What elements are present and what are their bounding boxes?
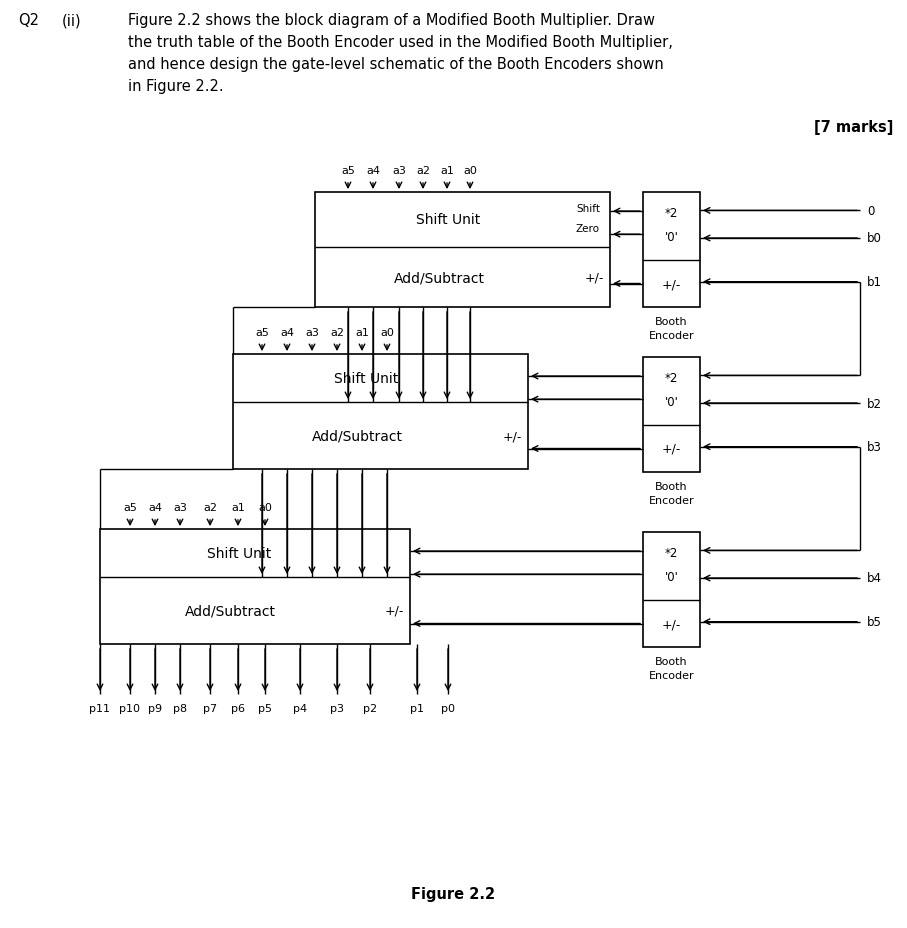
- Text: a4: a4: [366, 166, 380, 175]
- Text: a1: a1: [355, 328, 369, 338]
- Text: a2: a2: [203, 502, 217, 512]
- Text: p2: p2: [363, 703, 377, 714]
- Text: Booth: Booth: [655, 482, 688, 492]
- Text: Zero: Zero: [576, 224, 600, 234]
- Bar: [100, 530, 410, 644]
- Text: (ii): (ii): [62, 13, 82, 28]
- Text: +/-: +/-: [662, 617, 681, 630]
- Bar: [643, 193, 700, 308]
- Text: p3: p3: [330, 703, 344, 714]
- Text: a5: a5: [255, 328, 269, 338]
- Text: p6: p6: [231, 703, 245, 714]
- Text: '0': '0': [665, 395, 678, 408]
- Bar: [643, 533, 700, 648]
- Text: Shift Unit: Shift Unit: [334, 371, 398, 386]
- Text: a0: a0: [380, 328, 394, 338]
- Text: b0: b0: [867, 232, 882, 245]
- Text: *2: *2: [665, 207, 678, 220]
- Text: a3: a3: [173, 502, 187, 512]
- Text: [7 marks]: [7 marks]: [814, 120, 893, 135]
- Text: a2: a2: [330, 328, 344, 338]
- Bar: [315, 193, 610, 308]
- Text: a0: a0: [463, 166, 477, 175]
- Text: a4: a4: [148, 502, 162, 512]
- Text: Encoder: Encoder: [649, 330, 695, 341]
- Text: a2: a2: [416, 166, 430, 175]
- Text: p1: p1: [410, 703, 424, 714]
- Text: p8: p8: [173, 703, 187, 714]
- Text: p4: p4: [293, 703, 307, 714]
- Text: Encoder: Encoder: [649, 670, 695, 680]
- Text: a5: a5: [341, 166, 355, 175]
- Bar: [643, 357, 700, 472]
- Text: +/-: +/-: [584, 271, 604, 284]
- Text: and hence design the gate-level schematic of the Booth Encoders shown: and hence design the gate-level schemati…: [128, 57, 664, 72]
- Text: 0: 0: [867, 205, 874, 218]
- Text: b5: b5: [867, 615, 882, 628]
- Text: Booth: Booth: [655, 656, 688, 666]
- Text: Figure 2.2 shows the block diagram of a Modified Booth Multiplier. Draw: Figure 2.2 shows the block diagram of a …: [128, 13, 655, 28]
- Text: Q2: Q2: [18, 13, 39, 28]
- Text: Add/Subtract: Add/Subtract: [185, 604, 276, 618]
- Text: p7: p7: [203, 703, 217, 714]
- Text: *2: *2: [665, 371, 678, 384]
- Text: Booth: Booth: [655, 316, 688, 327]
- Text: p11: p11: [90, 703, 111, 714]
- Text: +/-: +/-: [662, 277, 681, 290]
- Text: p10: p10: [120, 703, 141, 714]
- Text: the truth table of the Booth Encoder used in the Modified Booth Multiplier,: the truth table of the Booth Encoder use…: [128, 35, 673, 50]
- Text: Encoder: Encoder: [649, 496, 695, 506]
- Text: a5: a5: [123, 502, 137, 512]
- Text: b2: b2: [867, 397, 882, 410]
- Text: Figure 2.2: Figure 2.2: [412, 886, 495, 901]
- Text: Shift: Shift: [576, 204, 600, 214]
- Text: Shift Unit: Shift Unit: [415, 213, 480, 227]
- Text: b3: b3: [867, 441, 882, 454]
- Text: a1: a1: [440, 166, 454, 175]
- Text: a3: a3: [305, 328, 319, 338]
- Text: a3: a3: [392, 166, 406, 175]
- Text: b1: b1: [867, 276, 882, 289]
- Text: +/-: +/-: [662, 443, 681, 456]
- Text: a4: a4: [280, 328, 294, 338]
- Bar: [233, 354, 528, 470]
- Text: Add/Subtract: Add/Subtract: [311, 429, 403, 443]
- Text: +/-: +/-: [502, 430, 522, 443]
- Text: a1: a1: [231, 502, 245, 512]
- Text: p9: p9: [148, 703, 162, 714]
- Text: '0': '0': [665, 570, 678, 583]
- Text: p5: p5: [258, 703, 272, 714]
- Text: p0: p0: [441, 703, 455, 714]
- Text: Shift Unit: Shift Unit: [208, 547, 271, 561]
- Text: b4: b4: [867, 572, 882, 585]
- Text: Add/Subtract: Add/Subtract: [394, 271, 484, 285]
- Text: *2: *2: [665, 547, 678, 560]
- Text: in Figure 2.2.: in Figure 2.2.: [128, 79, 224, 94]
- Text: '0': '0': [665, 230, 678, 243]
- Text: a0: a0: [258, 502, 272, 512]
- Text: +/-: +/-: [385, 604, 404, 617]
